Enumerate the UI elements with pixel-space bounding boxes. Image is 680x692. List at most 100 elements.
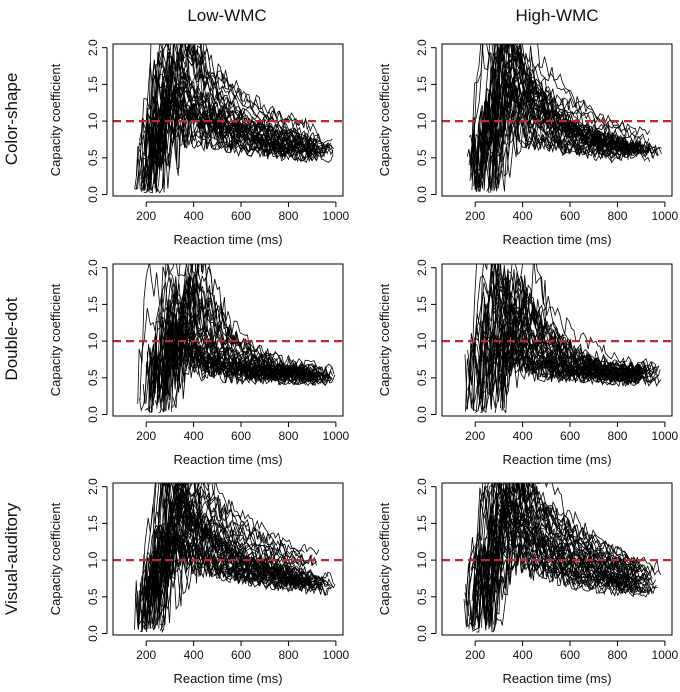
x-tick-label: 600 [231, 209, 251, 223]
participant-curve [149, 533, 317, 622]
curves [464, 264, 662, 414]
participant-curve [474, 487, 648, 588]
x-tick-label: 600 [560, 429, 580, 443]
x-tick-label: 200 [136, 648, 156, 662]
x-tick-label: 400 [184, 429, 204, 443]
y-tick-label: 1.0 [86, 112, 100, 129]
y-tick-label: 1.5 [415, 515, 429, 532]
y-axis-title: Capacity coefficient [48, 63, 63, 176]
participant-curve [471, 110, 630, 191]
x-tick-label: 800 [278, 648, 298, 662]
row-title-visual-auditory: Visual-auditory [2, 502, 21, 615]
row-title-double-dot: Double-dot [2, 297, 21, 380]
y-tick-label: 2.0 [86, 39, 100, 56]
participant-curve [488, 483, 634, 568]
y-tick-label: 0.5 [415, 588, 429, 605]
plot-frame [441, 43, 673, 197]
participant-curve [481, 483, 635, 628]
participant-curve [483, 85, 649, 168]
plot-frame [112, 482, 344, 636]
participant-curve [141, 483, 301, 602]
y-tick-label: 1.5 [86, 296, 100, 313]
y-axis-title: Capacity coefficient [377, 63, 392, 176]
x-tick-label: 800 [278, 209, 298, 223]
plot-frame [112, 263, 344, 417]
participant-curve [147, 44, 332, 191]
y-tick-label: 1.5 [415, 76, 429, 93]
x-tick-label: 1000 [323, 648, 350, 662]
participant-curve [491, 331, 639, 409]
participant-curve [150, 44, 335, 190]
panel-double-dot-high-wmc: 200 400 600 800 1000 0.0 0.5 1.0 1.5 2.0 Reaction … [377, 259, 679, 467]
x-tick-label: 600 [560, 209, 580, 223]
participant-curve [145, 47, 301, 193]
x-tick-label: 600 [231, 648, 251, 662]
y-tick-label: 0.0 [86, 406, 100, 423]
x-tick-label: 1000 [652, 429, 679, 443]
curves [463, 483, 662, 633]
participant-curve [144, 57, 331, 156]
y-tick-label: 1.0 [86, 551, 100, 568]
participant-curve [475, 44, 644, 192]
participant-curve [153, 264, 318, 406]
curves [137, 264, 336, 414]
x-axis-title: Reaction time (ms) [173, 232, 282, 247]
x-tick-label: 400 [513, 209, 533, 223]
participant-curve [477, 44, 651, 188]
participant-curve [470, 44, 649, 172]
column-title-low-wmc: Low-WMC [187, 6, 266, 25]
participant-curve [464, 284, 636, 410]
panel-visual-auditory-low-wmc: 200 400 600 800 1000 0.0 0.5 1.0 1.5 2.0 Reaction … [48, 478, 350, 686]
panel-color-shape-low-wmc: 200 400 600 800 1000 0.0 0.5 1.0 1.5 2.0 Reaction … [48, 39, 350, 247]
y-tick-label: 0.0 [86, 625, 100, 642]
x-axis-title: Reaction time (ms) [502, 452, 611, 467]
x-tick-label: 800 [607, 648, 627, 662]
x-tick-label: 1000 [652, 648, 679, 662]
x-axis-title: Reaction time (ms) [173, 671, 282, 686]
participant-curve [153, 483, 317, 630]
participant-curve [476, 55, 635, 192]
y-tick-label: 1.5 [86, 515, 100, 532]
participant-curve [500, 276, 659, 414]
y-axis-title: Capacity coefficient [48, 502, 63, 615]
y-tick-label: 0.5 [86, 149, 100, 166]
curves [134, 44, 335, 194]
x-tick-label: 400 [513, 429, 533, 443]
participant-curve [142, 493, 301, 611]
participant-curve [486, 489, 636, 612]
y-axis-title: Capacity coefficient [377, 502, 392, 615]
participant-curve [486, 110, 643, 170]
x-tick-label: 400 [184, 209, 204, 223]
participant-curve [160, 264, 305, 390]
x-tick-label: 200 [136, 429, 156, 443]
participant-curve [156, 328, 313, 406]
curves [466, 44, 662, 193]
participant-curve [480, 264, 658, 413]
participant-curve [484, 277, 648, 402]
y-tick-label: 0.5 [86, 369, 100, 386]
x-tick-label: 800 [278, 429, 298, 443]
participant-curve [143, 101, 318, 171]
panel-visual-auditory-high-wmc: 200 400 600 800 1000 0.0 0.5 1.0 1.5 2.0 Reaction … [377, 478, 679, 686]
y-tick-label: 0.0 [415, 625, 429, 642]
y-tick-label: 2.0 [86, 259, 100, 276]
participant-curve [168, 289, 307, 400]
participant-curve [163, 283, 336, 411]
x-tick-label: 800 [607, 209, 627, 223]
participant-curve [158, 45, 300, 168]
y-axis-title: Capacity coefficient [377, 283, 392, 396]
participant-curve [159, 483, 320, 634]
participant-curve [152, 483, 318, 619]
y-tick-label: 2.0 [415, 259, 429, 276]
participant-curve [158, 483, 334, 629]
x-tick-label: 400 [184, 648, 204, 662]
x-tick-label: 1000 [323, 429, 350, 443]
participant-curve [135, 483, 305, 630]
x-tick-label: 600 [231, 429, 251, 443]
y-tick-label: 0.0 [415, 186, 429, 203]
column-title-high-wmc: High-WMC [515, 6, 598, 25]
participant-curve [142, 524, 333, 627]
y-axis-title: Capacity coefficient [48, 283, 63, 396]
y-tick-label: 2.0 [415, 39, 429, 56]
